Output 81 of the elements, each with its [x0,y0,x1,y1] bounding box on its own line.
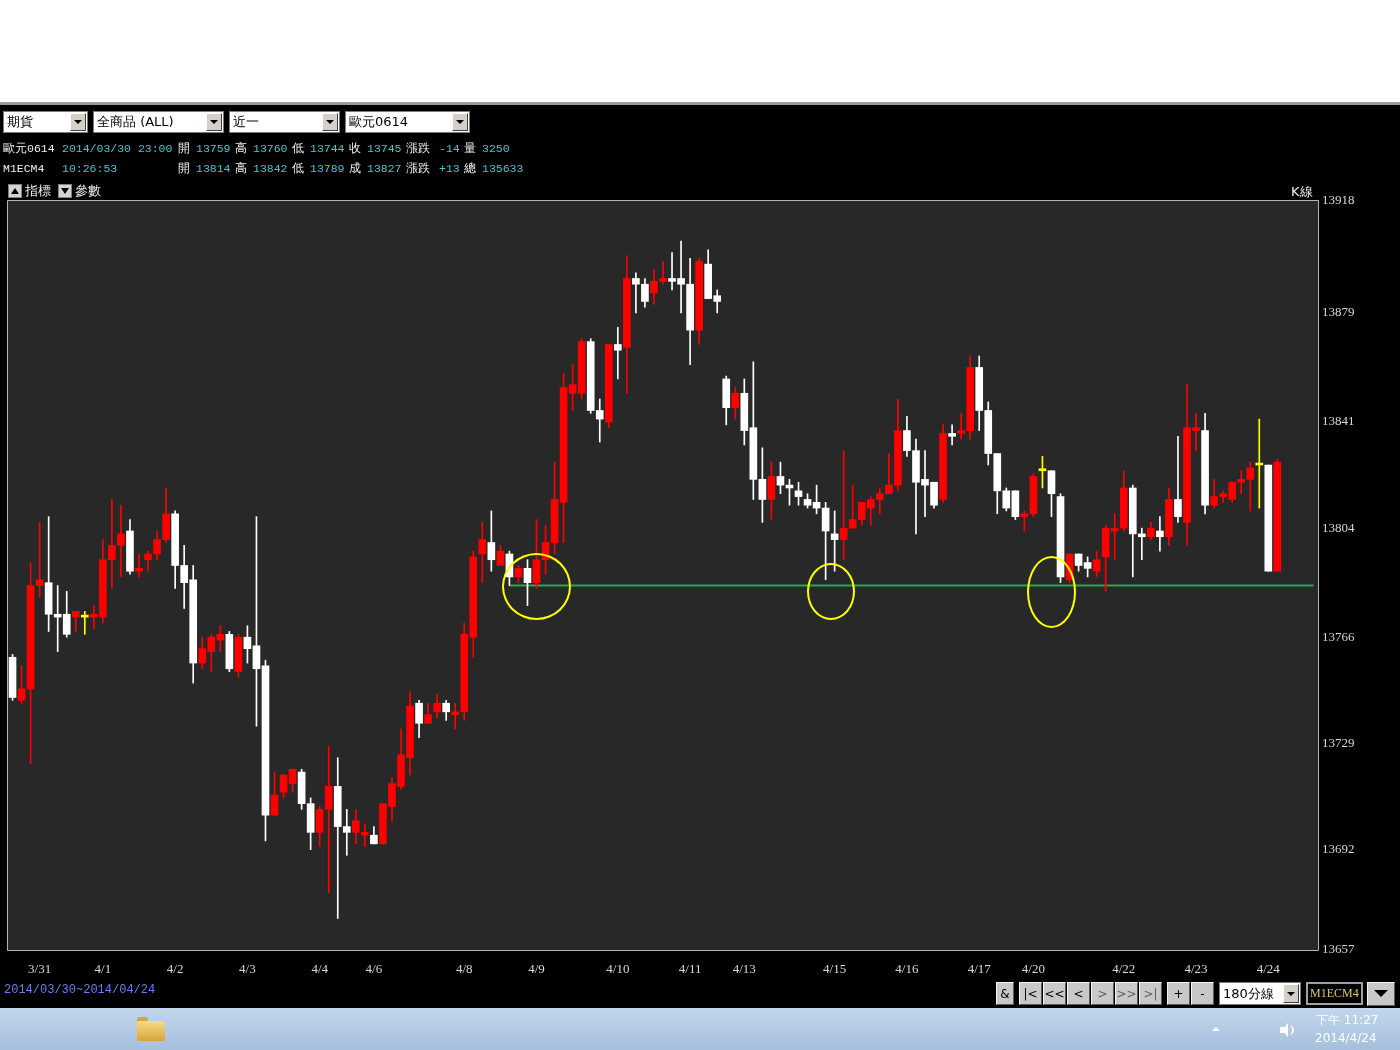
y-tick-label: 13729 [1322,734,1355,750]
candlestick [839,450,848,561]
text: 13745 [367,141,402,156]
x-tick-label: 4/2 [166,961,184,977]
text: K線 [1291,184,1313,200]
text-field: M1ECM4 [1306,982,1363,1005]
x-tick-label: 4/13 [732,961,756,977]
text: 13814 [196,161,231,176]
text: 參數 [75,183,101,199]
text: 收 [349,141,361,156]
x-tick-label: 4/1 [94,961,112,977]
x-tick-label: 4/17 [967,961,992,977]
x-tick-label: 4/11 [678,961,702,977]
text: 量 [464,141,476,156]
x-tick-label: 4/20 [1021,961,1045,977]
text: 低 [292,161,304,176]
x-tick-label: 4/8 [455,961,473,977]
dropdown-field: 180分線 [1219,982,1301,1005]
text: 2014/03/30~2014/04/24 [4,983,156,998]
text: 漲跌 [406,141,430,156]
dropdown-field: 全商品 (ALL) [93,111,224,133]
button: + [1167,982,1190,1005]
x-tick-label: 4/15 [823,961,847,977]
x-tick-label: 4/23 [1184,961,1208,977]
text: 總 [464,161,476,176]
candlestick [1174,435,1182,523]
y-tick-label: 13766 [1322,628,1355,644]
y-tick-label: 13692 [1322,840,1355,856]
candlestick [478,522,487,583]
candlestick [1156,516,1164,552]
text: 13744 [310,141,345,156]
text: 13759 [196,141,231,156]
text: 成 [349,161,361,176]
y-tick-label: 13841 [1322,413,1355,429]
y-tick-label: 13879 [1322,304,1355,320]
text: 135633 [482,161,524,176]
button: > [1091,982,1114,1005]
candlestick [948,424,956,446]
text: M1ECM4 [3,161,45,176]
text: 13827 [367,161,402,176]
x-tick-label: 4/16 [895,961,919,977]
text: +13 [439,161,460,176]
text: 開 [178,141,190,156]
text: 開 [178,161,190,176]
text: 13760 [253,141,288,156]
button: & [996,982,1014,1005]
text: -14 [439,141,460,156]
dropdown-field: 期貨 [3,111,88,133]
y-tick-label: 13918 [1322,192,1355,208]
y-tick-label: 13804 [1322,519,1355,535]
x-tick-label: 4/22 [1112,961,1136,977]
x-tick-label: 4/4 [311,961,329,977]
candlestick [614,326,622,380]
text: 高 [235,141,247,156]
text: 2014/03/30 23:00 [62,141,173,156]
candlestick [135,553,143,578]
text: 13842 [253,161,288,176]
text: 低 [292,141,304,156]
text: 歐元0614 [3,141,55,156]
y-tick-label: 13657 [1322,941,1355,957]
button: << [1043,982,1066,1005]
x-tick-label: 4/9 [528,961,545,977]
x-tick-label: 4/24 [1256,961,1281,977]
text: 3250 [482,141,510,156]
text: 高 [235,161,247,176]
text: 漲跌 [406,161,430,176]
x-tick-label: 3/31 [28,961,52,977]
dropdown-field: 歐元0614 [345,111,470,133]
text: 10:26:53 [62,161,118,176]
button: - [1191,982,1214,1005]
text: 指標 [25,183,51,199]
button: < [1067,982,1090,1005]
dropdown-field: 近一 [229,111,340,133]
button: >> [1115,982,1138,1005]
x-tick-label: 4/3 [239,961,256,977]
taskbar: 下午 11:27 2014/4/24 [0,1008,1400,1050]
button: >| [1139,982,1162,1005]
x-tick-label: 4/10 [606,961,630,977]
x-tick-label: 4/6 [365,961,383,977]
button: |< [1019,982,1042,1005]
text: 13789 [310,161,345,176]
